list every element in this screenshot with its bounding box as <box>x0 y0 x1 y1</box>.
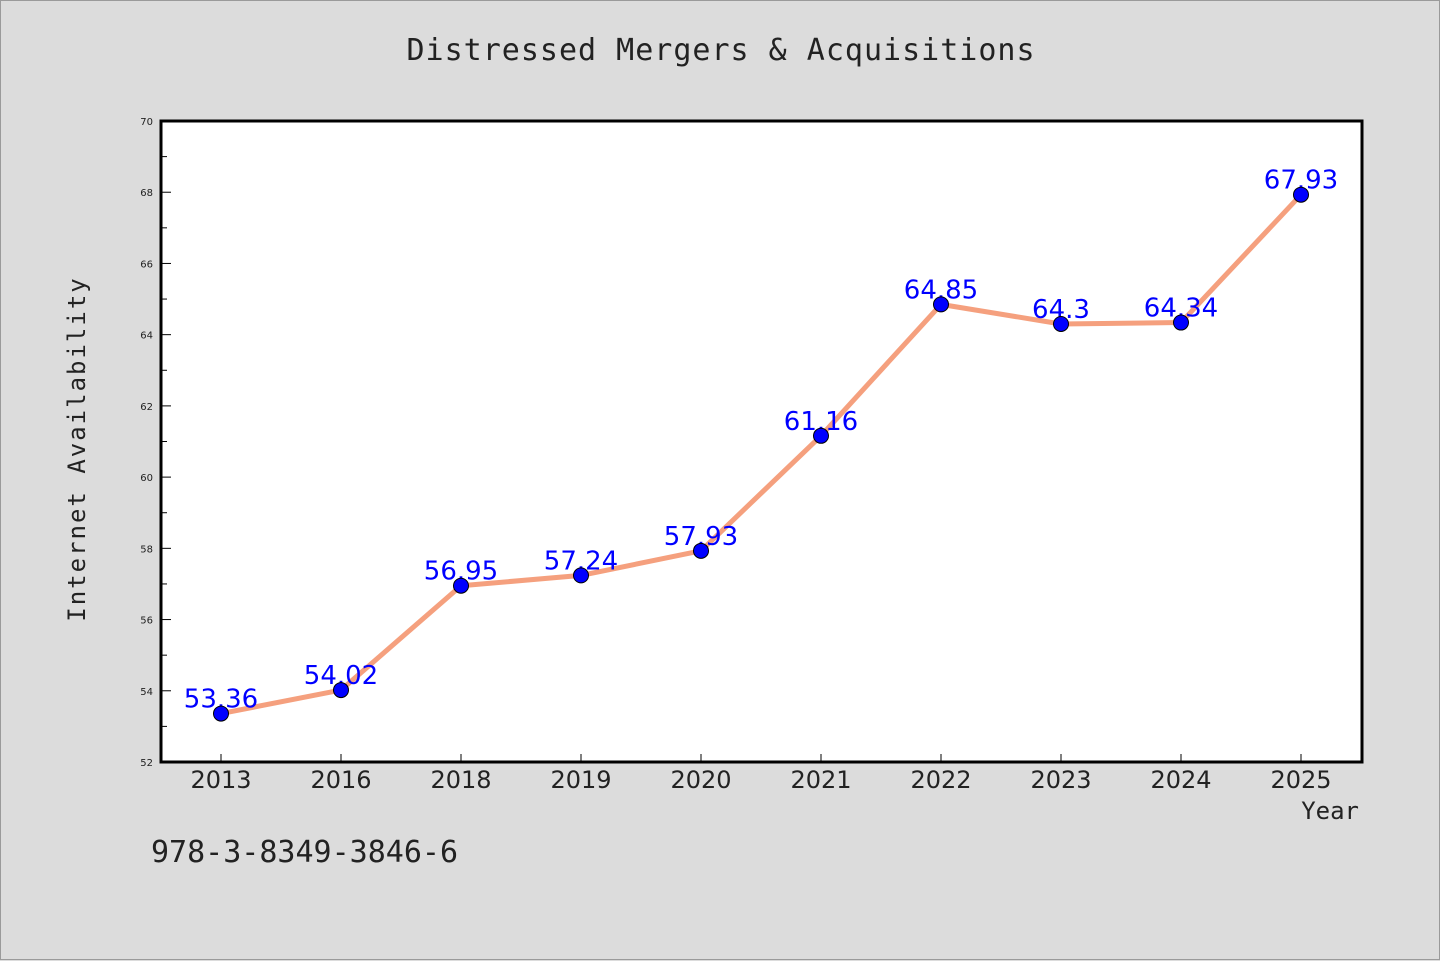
data-point <box>933 296 949 313</box>
plot-area <box>159 119 1364 764</box>
y-tick-label: 60 <box>140 473 153 484</box>
y-tick-label: 56 <box>140 616 153 627</box>
y-tick-label: 66 <box>140 259 153 270</box>
y-tick-label: 52 <box>140 758 153 769</box>
data-point <box>813 427 829 444</box>
footer-code: 978-3-8349-3846-6 <box>151 835 459 870</box>
data-point <box>693 542 709 559</box>
x-tick-label: 2016 <box>310 766 371 794</box>
y-tick-label: 58 <box>140 544 153 555</box>
data-point <box>333 682 349 699</box>
y-tick-label: 62 <box>140 402 153 413</box>
x-tick-label: 2024 <box>1150 766 1211 794</box>
x-tick-label: 2022 <box>910 766 971 794</box>
x-tick-label: 2025 <box>1270 766 1331 794</box>
y-tick-label: 70 <box>140 117 153 128</box>
chart-title: Distressed Mergers & Acquisitions <box>406 33 1036 68</box>
y-tick-label: 54 <box>140 687 153 698</box>
data-point <box>1293 186 1309 203</box>
data-point <box>1053 315 1069 332</box>
x-tick-label: 2023 <box>1030 766 1091 794</box>
x-axis-label: Year <box>1301 797 1359 825</box>
data-point <box>453 577 469 594</box>
data-point <box>1173 314 1189 331</box>
x-tick-label: 2019 <box>550 766 611 794</box>
x-tick-label: 2018 <box>430 766 491 794</box>
x-tick-label: 2013 <box>190 766 251 794</box>
data-point <box>213 705 229 722</box>
x-tick-label: 2020 <box>670 766 731 794</box>
series-line <box>218 192 1304 717</box>
data-point <box>573 567 589 584</box>
y-tick-label: 68 <box>140 188 153 199</box>
y-tick-label: 64 <box>140 331 153 342</box>
x-tick-label: 2021 <box>790 766 851 794</box>
